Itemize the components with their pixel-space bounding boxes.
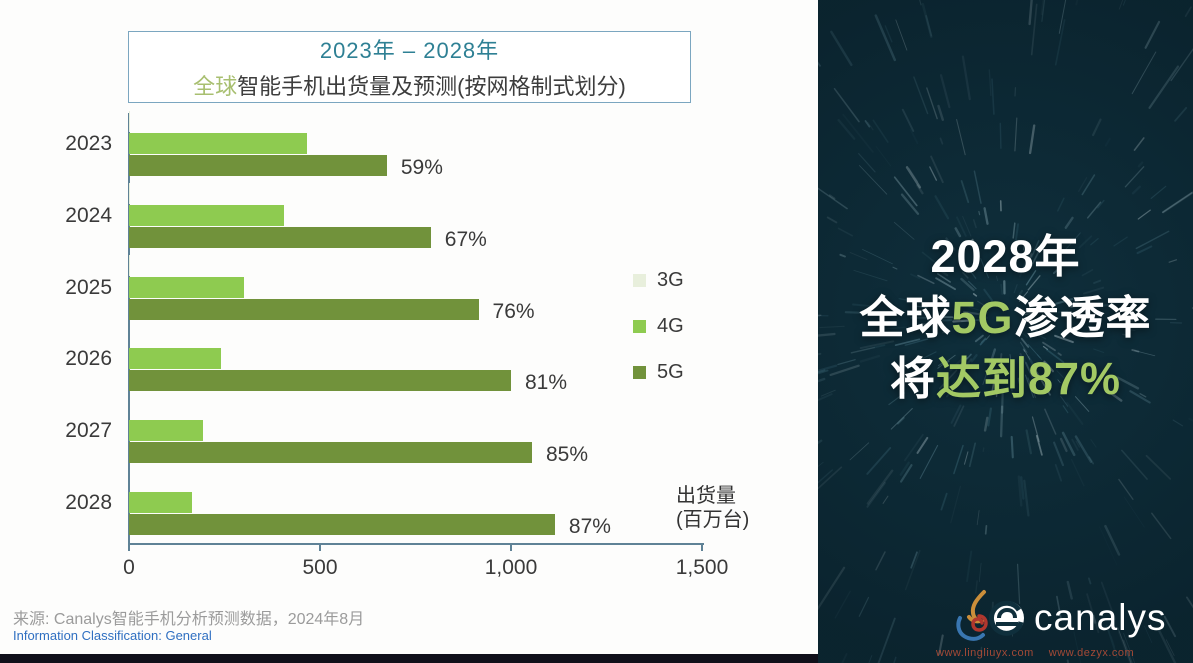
headline-line1: 2028年 <box>930 231 1081 282</box>
bar-5g-2028 <box>129 514 555 535</box>
year-label-2025: 2025 <box>65 275 112 299</box>
chart-title-years: 2023年 – 2028年 <box>319 38 500 63</box>
year-label-2027: 2027 <box>65 419 112 443</box>
pct-label-2025: 76% <box>492 299 535 323</box>
bottom-strip <box>0 654 818 663</box>
x-tick <box>319 545 321 551</box>
axis-unit-line2: (百万台) <box>676 509 750 531</box>
legend-label-5g: 5G <box>657 360 684 383</box>
legend-swatch-5g <box>633 365 646 379</box>
x-tick <box>128 545 130 551</box>
y-axis-line <box>128 113 130 544</box>
bar-4g-2027 <box>129 420 204 442</box>
bar-4g-2024 <box>129 204 284 226</box>
chart-title-main: 全球智能手机出货量及预测(按网格制式划分) <box>129 69 690 101</box>
x-tick-label-0: 0 <box>123 556 135 579</box>
legend-swatch-3g <box>633 273 646 287</box>
canalys-logo-icon <box>988 600 1024 636</box>
year-label-2026: 2026 <box>65 347 112 371</box>
pct-label-2024: 67% <box>444 227 487 251</box>
headline-line2: 全球5G渗透率 <box>818 287 1193 348</box>
vignette-overlay <box>818 0 1193 663</box>
source-note: 来源: Canalys智能手机分析预测数据，2024年8月 <box>13 611 365 628</box>
watermark-flame-icon <box>956 590 988 641</box>
x-tick-label-500: 500 <box>302 556 338 579</box>
x-tick-label-1,000: 1,000 <box>484 556 538 579</box>
headline-white-segment: 渗透率 <box>1013 292 1152 343</box>
year-label-2028: 2028 <box>65 491 112 514</box>
headline-white-segment: 将 <box>889 353 936 404</box>
pct-label-2028: 87% <box>568 515 611 538</box>
legend-item-5g: 5G <box>633 360 684 383</box>
pct-label-2026: 81% <box>525 371 568 395</box>
x-tick <box>510 545 512 551</box>
headline-white-segment: 全球 <box>859 292 952 343</box>
bar-4g-2026 <box>129 348 221 370</box>
bar-4g-2028 <box>129 492 193 513</box>
canalys-wordmark: canalys <box>1034 597 1167 638</box>
bar-4g-2025 <box>129 276 244 298</box>
bar-3g-2023 <box>129 111 130 132</box>
highlight-panel: 2028年 全球5G渗透率 将达到87% canalys www.lingliu… <box>818 0 1193 663</box>
pct-label-2027: 85% <box>546 443 589 467</box>
headline-green-segment: 5G <box>951 292 1014 343</box>
bar-5g-2023 <box>129 155 387 176</box>
legend-label-4g: 4G <box>657 314 684 337</box>
watermark-urls: www.lingliuyx.com www.dezyx.com <box>936 647 1135 659</box>
legend-swatch-4g <box>633 319 646 333</box>
legend-item-4g: 4G <box>633 314 684 337</box>
year-label-2023: 2023 <box>65 132 112 155</box>
pct-label-2023: 59% <box>400 156 443 179</box>
headline: 2028年 全球5G渗透率 将达到87% <box>818 226 1193 409</box>
axis-unit-label: 出货量 (百万台) <box>676 484 749 532</box>
bar-5g-2025 <box>129 298 479 320</box>
headline-green-segment: 达到87% <box>935 353 1122 404</box>
x-tick <box>701 545 703 551</box>
chart-title-highlight: 全球 <box>193 74 238 99</box>
legend-item-3g: 3G <box>633 268 684 291</box>
bar-5g-2026 <box>129 370 511 392</box>
chart-area: 2023年 – 2028年 全球智能手机出货量及预测(按网格制式划分) 2023… <box>0 31 818 663</box>
year-label-2024: 2024 <box>65 203 112 227</box>
bar-5g-2024 <box>129 226 431 248</box>
bar-plot: 2023 59% 2024 67% 2025 76% 2026 81% 2027 85% 2028 8… <box>65 111 729 579</box>
legend: 3G 4G 5G <box>633 268 684 408</box>
axis-unit-line1: 出货量 <box>676 485 736 507</box>
bar-4g-2023 <box>129 133 307 154</box>
classification-note: Information Classification: General <box>13 628 212 643</box>
headline-line3: 将达到87% <box>818 348 1193 409</box>
canalys-logo: canalys <box>986 597 1166 639</box>
legend-label-3g: 3G <box>657 268 684 291</box>
chart-title-box: 2023年 – 2028年 全球智能手机出货量及预测(按网格制式划分) <box>128 31 691 103</box>
x-tick-label-1,500: 1,500 <box>675 556 729 579</box>
bar-5g-2027 <box>129 442 532 464</box>
chart-title-rest: 智能手机出货量及预测(按网格制式划分) <box>237 74 626 99</box>
x-axis-line <box>128 543 704 545</box>
